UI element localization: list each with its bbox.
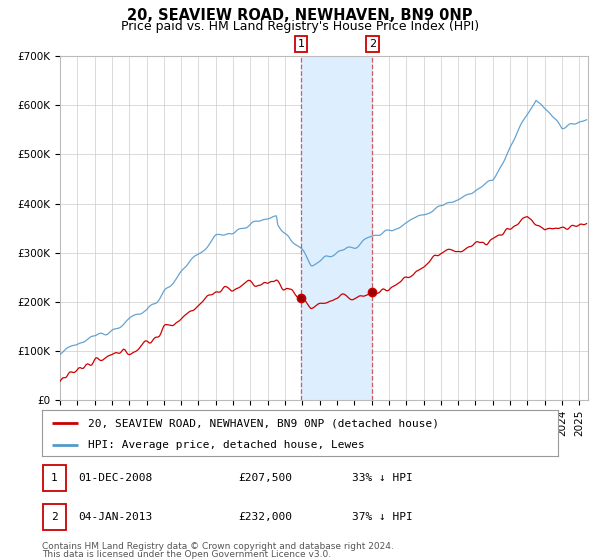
Text: This data is licensed under the Open Government Licence v3.0.: This data is licensed under the Open Gov… [42,550,331,559]
Text: 04-JAN-2013: 04-JAN-2013 [78,512,152,522]
Text: 20, SEAVIEW ROAD, NEWHAVEN, BN9 0NP (detached house): 20, SEAVIEW ROAD, NEWHAVEN, BN9 0NP (det… [88,418,439,428]
Text: £207,500: £207,500 [238,473,292,483]
Text: 2: 2 [51,512,58,522]
Text: 2: 2 [369,39,376,49]
Bar [43,465,66,491]
Text: 1: 1 [298,39,304,49]
Bar [301,56,373,400]
Text: 01-DEC-2008: 01-DEC-2008 [78,473,152,483]
Text: 37% ↓ HPI: 37% ↓ HPI [352,512,412,522]
Text: 1: 1 [51,473,58,483]
Bar [43,505,66,530]
Text: Price paid vs. HM Land Registry's House Price Index (HPI): Price paid vs. HM Land Registry's House … [121,20,479,32]
Text: 33% ↓ HPI: 33% ↓ HPI [352,473,412,483]
Text: Contains HM Land Registry data © Crown copyright and database right 2024.: Contains HM Land Registry data © Crown c… [42,542,394,551]
Text: 20, SEAVIEW ROAD, NEWHAVEN, BN9 0NP: 20, SEAVIEW ROAD, NEWHAVEN, BN9 0NP [127,8,473,24]
Text: £232,000: £232,000 [238,512,292,522]
Text: HPI: Average price, detached house, Lewes: HPI: Average price, detached house, Lewe… [88,440,365,450]
